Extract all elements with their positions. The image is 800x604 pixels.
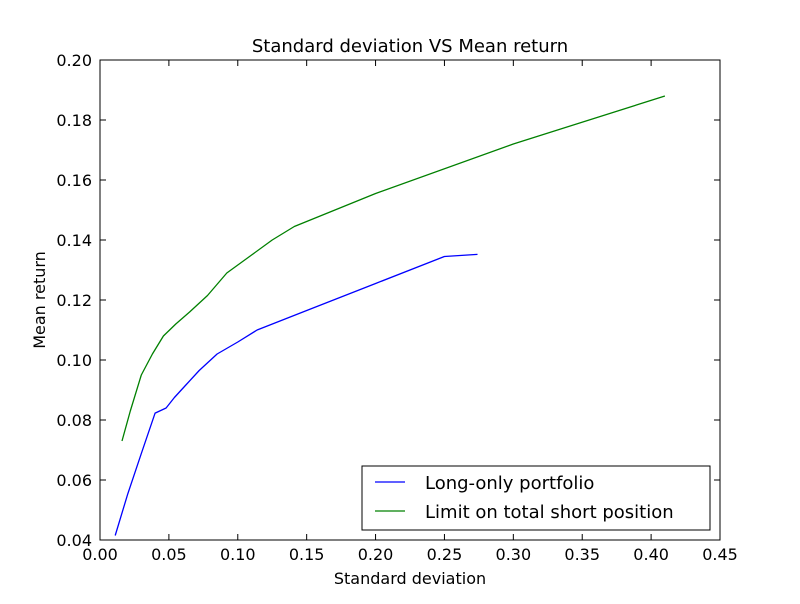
y-tick-label: 0.14 [56, 231, 92, 250]
x-tick-label: 0.30 [496, 545, 532, 564]
ticks-layer: 0.00 0.05 0.10 0.15 0.20 0.25 0.30 0.35 0.40 0.45… [56, 51, 737, 564]
y-axis-label: Mean return [30, 251, 49, 349]
x-tick-label: 0.10 [220, 545, 256, 564]
x-tick-label: 0.25 [427, 545, 463, 564]
legend-box [361, 465, 711, 531]
y-tick-label: 0.16 [56, 171, 92, 190]
x-tick-label: 0.35 [564, 545, 600, 564]
y-tick-label: 0.12 [56, 291, 92, 310]
y-tick-label: 0.04 [56, 531, 92, 550]
series-line-short-limit [121, 95, 666, 442]
y-tick-label: 0.06 [56, 471, 92, 490]
chart-title: Standard deviation VS Mean return [252, 36, 568, 57]
legend: Long-only portfolio Limit on total short… [361, 465, 711, 531]
x-tick-label: 0.40 [633, 545, 669, 564]
x-tick-label: 0.15 [289, 545, 325, 564]
y-tick-label: 0.18 [56, 111, 92, 130]
y-tick-label: 0.10 [56, 351, 92, 370]
y-tick-label: 0.20 [56, 51, 92, 70]
x-axis-label: Standard deviation [334, 569, 486, 588]
series-line-long-only [114, 253, 478, 536]
x-tick-label: 0.45 [702, 545, 738, 564]
legend-label-short-limit: Limit on total short position [425, 502, 674, 523]
y-tick-label: 0.08 [56, 411, 92, 430]
x-tick-label: 0.20 [358, 545, 394, 564]
plot-area-frame [99, 59, 721, 541]
legend-label-long-only: Long-only portfolio [425, 473, 594, 494]
series-layer [114, 95, 666, 536]
x-tick-label: 0.00 [82, 545, 118, 564]
x-tick-label: 0.05 [151, 545, 187, 564]
